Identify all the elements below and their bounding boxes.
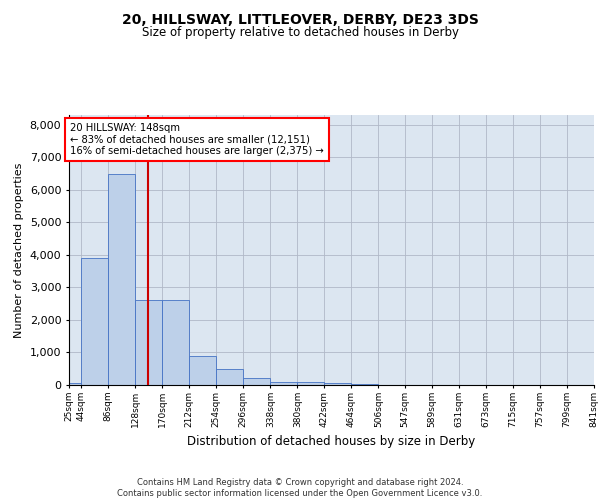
Text: Contains HM Land Registry data © Crown copyright and database right 2024.
Contai: Contains HM Land Registry data © Crown c… — [118, 478, 482, 498]
Bar — [108, 174, 135, 385]
Bar — [271, 382, 298, 385]
Text: 20, HILLSWAY, LITTLEOVER, DERBY, DE23 3DS: 20, HILLSWAY, LITTLEOVER, DERBY, DE23 3D… — [122, 12, 478, 26]
X-axis label: Distribution of detached houses by size in Derby: Distribution of detached houses by size … — [187, 436, 476, 448]
Bar — [81, 258, 108, 385]
Text: 20 HILLSWAY: 148sqm
← 83% of detached houses are smaller (12,151)
16% of semi-de: 20 HILLSWAY: 148sqm ← 83% of detached ho… — [70, 123, 324, 156]
Bar — [217, 368, 244, 385]
Bar — [244, 378, 271, 385]
Bar — [135, 300, 162, 385]
Bar — [325, 384, 352, 385]
Y-axis label: Number of detached properties: Number of detached properties — [14, 162, 24, 338]
Bar — [190, 356, 217, 385]
Bar — [69, 384, 81, 385]
Bar — [162, 300, 190, 385]
Text: Size of property relative to detached houses in Derby: Size of property relative to detached ho… — [142, 26, 458, 39]
Bar — [298, 382, 325, 385]
Bar — [352, 384, 379, 385]
